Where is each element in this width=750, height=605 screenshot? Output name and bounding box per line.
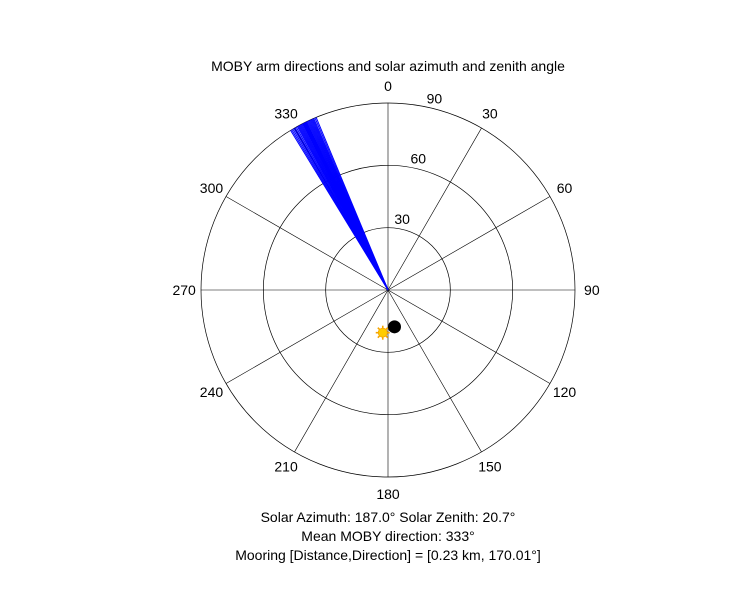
angle-label-0: 0 xyxy=(384,78,392,94)
spoke-60 xyxy=(387,196,551,291)
radius-label-90: 90 xyxy=(427,90,443,106)
angle-label-150: 150 xyxy=(478,459,502,475)
angle-label-330: 330 xyxy=(274,105,298,121)
spoke-120 xyxy=(387,289,551,384)
spoke-240 xyxy=(225,289,389,384)
arm-direction-line xyxy=(315,117,389,291)
spoke-30 xyxy=(387,127,482,291)
range-ring-60 xyxy=(262,164,514,416)
mean-direction-caption: Mean MOBY direction: 333° xyxy=(301,528,475,544)
spoke-150 xyxy=(387,289,482,453)
range-ring-30 xyxy=(325,227,451,353)
angle-label-60: 60 xyxy=(557,180,573,196)
chart-title: MOBY arm directions and solar azimuth an… xyxy=(211,58,565,74)
radius-label-60: 60 xyxy=(410,151,426,167)
angle-label-240: 240 xyxy=(200,384,224,400)
angle-label-300: 300 xyxy=(200,180,224,196)
angle-label-30: 30 xyxy=(482,105,498,121)
angle-label-90: 90 xyxy=(584,282,600,298)
mooring-marker xyxy=(387,320,401,334)
angle-label-270: 270 xyxy=(172,282,196,298)
data-marks xyxy=(290,117,401,340)
angle-label-210: 210 xyxy=(274,459,298,475)
angle-label-120: 120 xyxy=(553,384,577,400)
radius-label-30: 30 xyxy=(394,211,410,227)
solar-caption: Solar Azimuth: 187.0° Solar Zenith: 20.7… xyxy=(260,509,516,525)
spoke-210 xyxy=(294,289,389,453)
sun-marker xyxy=(375,325,390,340)
sun-disc xyxy=(377,327,388,338)
spoke-300 xyxy=(225,196,389,291)
tick-labels: 0 30 60 90 120 150 180 210 240 270 300 330 30 60 90 xyxy=(172,78,599,502)
range-ring-90 xyxy=(200,102,576,478)
angle-label-180: 180 xyxy=(376,486,400,502)
mooring-caption: Mooring [Distance,Direction] = [0.23 km,… xyxy=(235,547,541,563)
